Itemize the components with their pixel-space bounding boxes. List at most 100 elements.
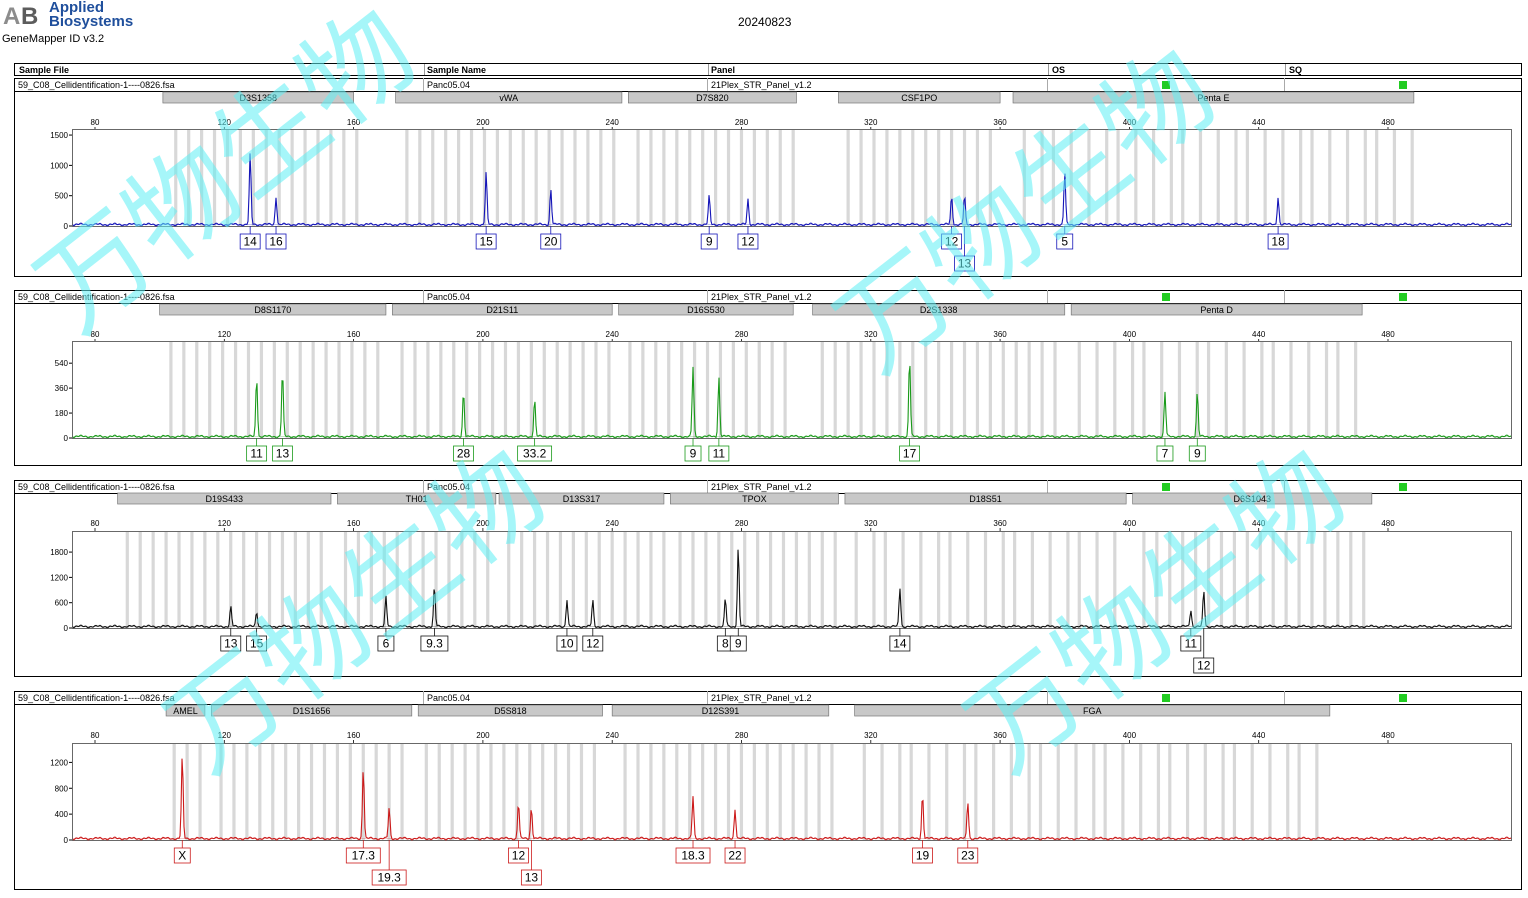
allele-bin [654, 342, 658, 438]
panel-frame [14, 480, 1522, 677]
plot-frame [72, 129, 1512, 227]
allele-label-box [520, 869, 542, 886]
y-tick-label: 180 [55, 409, 69, 418]
allele-bin [272, 342, 276, 438]
allele-bin [833, 532, 837, 628]
allele-bin [833, 342, 837, 438]
allele-bin [781, 532, 786, 628]
x-tick-label: 160 [347, 731, 361, 740]
allele-bin [937, 130, 941, 226]
x-tick-label: 160 [347, 118, 361, 127]
allele-bin [1092, 744, 1096, 840]
marker-label: FGA [1083, 706, 1102, 716]
allele-bin [594, 342, 598, 438]
x-tick-label: 280 [735, 519, 749, 528]
allele-bin [558, 532, 563, 628]
watermark-text: 万物生物 [16, 0, 438, 354]
column-header-row: Sample File Sample Name Panel OS SQ [14, 63, 1522, 76]
y-tick-label: 360 [55, 384, 69, 393]
allele-bin [251, 130, 255, 226]
marker-label: CSF1PO [901, 93, 937, 103]
allele-bin [1069, 130, 1073, 226]
allele-bin [1245, 532, 1249, 628]
allele-label: 22 [728, 849, 742, 863]
allele-bin [739, 744, 744, 840]
allele-bin [718, 342, 723, 438]
allele-bin [662, 744, 666, 840]
allele-bin [872, 342, 876, 438]
allele-bin [1281, 130, 1285, 226]
dye-panel-green: 59_C08_Cellidentification-1----0826.fsa P… [14, 290, 1522, 466]
allele-label: 15 [479, 235, 493, 249]
allele-bin [1345, 130, 1350, 226]
allele-bin [717, 532, 721, 628]
allele-bin [1066, 532, 1070, 628]
allele-bin [1030, 532, 1034, 628]
allele-bin [507, 532, 511, 628]
allele-bin [424, 744, 428, 840]
y-tick-label: 0 [64, 624, 69, 633]
allele-bin [1263, 130, 1267, 226]
x-tick-label: 80 [91, 731, 100, 740]
allele-bin [1142, 532, 1146, 628]
allele-bin [1014, 342, 1018, 438]
allele-label-box [1193, 657, 1215, 674]
allele-bin [688, 130, 692, 226]
allele-bin [1392, 130, 1397, 226]
x-tick-label: 80 [91, 330, 100, 339]
allele-label-box [265, 233, 287, 250]
allele-bin [1074, 744, 1078, 840]
allele-bin [306, 532, 310, 628]
allele-bin [534, 130, 538, 226]
marker-bar [211, 704, 413, 717]
dye-panel-blue: 59_C08_Cellidentification-1----0826.fsa P… [14, 78, 1522, 277]
allele-bin [573, 130, 577, 226]
allele-bin [1168, 532, 1172, 628]
allele-label: 28 [457, 447, 471, 461]
allele-bin [1027, 342, 1031, 438]
x-tick-label: 80 [91, 519, 100, 528]
allele-bin [1001, 342, 1005, 438]
allele-bin [783, 342, 787, 438]
allele-bin [532, 532, 537, 628]
allele-bin [356, 532, 361, 628]
allele-bin [343, 532, 348, 628]
allele-bin [382, 532, 386, 628]
allele-bin [1271, 342, 1275, 438]
allele-bin [1336, 342, 1340, 438]
allele-bin [701, 744, 705, 840]
allele-label: 23 [961, 849, 975, 863]
allele-bin [1260, 342, 1264, 438]
x-tick-label: 320 [864, 118, 878, 127]
allele-bin [413, 342, 417, 438]
marker-label: D16S530 [687, 305, 725, 315]
allele-label-box [954, 255, 975, 272]
x-tick-label: 280 [735, 118, 749, 127]
allele-bin [1053, 342, 1057, 438]
allele-bin [704, 532, 708, 628]
y-tick-label: 0 [64, 836, 69, 845]
allele-label: 9 [690, 447, 697, 461]
allele-bin [744, 342, 748, 438]
allele-bin [452, 342, 456, 438]
allele-bin [450, 744, 454, 840]
marker-label: D5S818 [494, 706, 527, 716]
x-tick-label: 480 [1381, 731, 1395, 740]
allele-bin [983, 532, 988, 628]
marker-bar [165, 704, 206, 717]
allele-bin [1297, 744, 1301, 840]
allele-label-box [540, 233, 562, 250]
allele-bin [688, 744, 692, 840]
allele-bin [662, 532, 666, 628]
applied-biosystems-logo-icon: A B [2, 2, 46, 28]
allele-bin [1307, 342, 1311, 438]
allele-bin [520, 532, 524, 628]
allele-bin [1206, 532, 1211, 628]
allele-label: 16 [269, 235, 283, 249]
allele-bin [363, 342, 367, 438]
marker-bar [498, 492, 665, 505]
allele-label-box [941, 233, 963, 250]
allele-bin [322, 744, 327, 840]
allele-bin [342, 130, 346, 226]
allele-bin [1151, 130, 1156, 226]
